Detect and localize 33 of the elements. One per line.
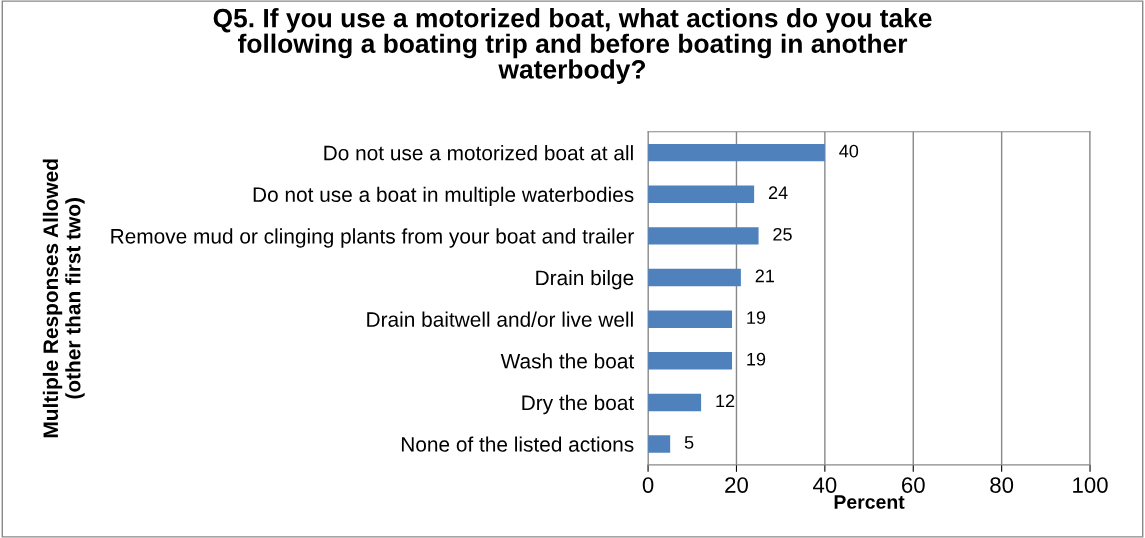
y-axis-title: Multiple Responses Allowed (other than first two) [42,159,85,438]
chart-title: Q5. If you use a motorized boat, what actions do you take following a boating trip and before boating in another waterbody? [213,8,932,84]
x-tick-label: 20 [725,477,748,493]
bar [648,310,733,328]
bar [648,352,733,370]
bar [648,185,755,203]
data-label: 12 [716,394,735,408]
bar [648,143,825,162]
y-tick-label: Do not use a motorized boat at all [324,145,633,161]
x-axis-title: Percent [834,495,905,509]
x-tick-label: 0 [642,477,654,493]
y-tick-label: Dry the boat [522,394,635,415]
y-tick-label: Wash the boat [500,353,635,369]
y-tick-label: Drain baitwell and/or live well [367,311,633,327]
x-tick-label: 40 [813,477,837,493]
data-label: 21 [755,269,774,283]
data-label: 19 [747,352,766,366]
data-label: 40 [839,144,859,158]
bar [648,435,671,453]
data-label: 24 [768,186,788,199]
data-label: 19 [747,311,766,324]
bar [648,227,759,245]
y-tick-label: Do not use a boat in multiple waterbodies [253,186,634,207]
y-tick-label: None of the listed actions [401,436,634,452]
bar [648,393,702,412]
data-label: 5 [684,436,694,449]
x-tick-label: 80 [990,477,1014,493]
x-tick-label: 60 [902,477,925,493]
x-tick-label: 100 [1073,477,1108,493]
y-tick-label: Drain bilge [536,269,634,290]
bar [648,268,741,287]
y-tick-label: Remove mud or clinging plants from your boat and trailer [111,228,634,248]
data-label: 25 [773,227,792,241]
